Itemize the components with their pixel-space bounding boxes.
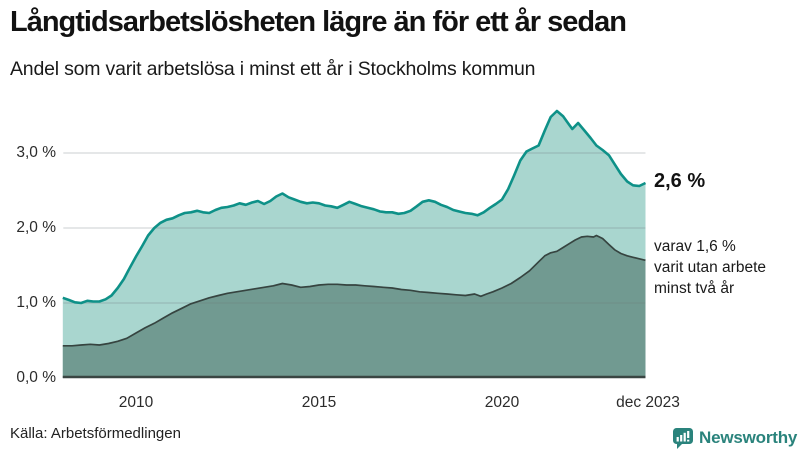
series-two-year-line [62, 234, 646, 347]
subset-annotation-line3: minst två år [654, 280, 735, 297]
x-tick-2020: 2020 [484, 394, 520, 411]
subset-annotation-line2: varit utan arbete [654, 259, 767, 276]
subset-annotation-line1: varav 1,6 % [654, 238, 736, 255]
x-tick-dec-2023: dec 2023 [616, 394, 680, 411]
end-value-label: 2,6 % [654, 170, 706, 192]
page-subtitle: Andel som varit arbetslösa i minst ett å… [10, 58, 536, 80]
newsworthy-brand[interactable]: Newsworthy [672, 426, 797, 450]
y-tick-0: 0,0 % [16, 369, 56, 386]
x-tick-2010: 2010 [118, 394, 154, 411]
y-tick-1: 1,0 % [16, 294, 56, 311]
page-title: Långtidsarbetslösheten lägre än för ett … [10, 6, 627, 38]
x-tick-2015: 2015 [301, 394, 337, 411]
y-tick-2: 2,0 % [16, 219, 56, 236]
newsworthy-brand-label: Newsworthy [699, 428, 798, 447]
source-credit: Källa: Arbetsförmedlingen [10, 425, 181, 442]
series-two-year-area [62, 235, 646, 378]
y-tick-3: 3,0 % [16, 144, 56, 161]
newsworthy-logo-icon [673, 427, 693, 449]
series-one-year-line [62, 109, 647, 305]
subset-annotation: varav 1,6 % varit utan arbete minst två … [654, 236, 800, 299]
